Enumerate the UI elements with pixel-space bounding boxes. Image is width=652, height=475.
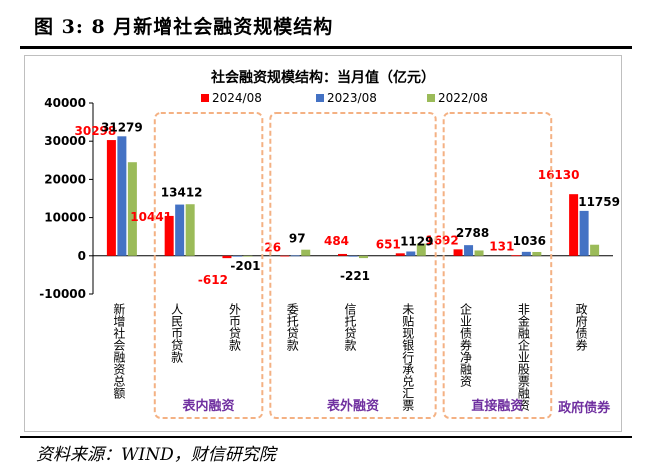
data-label-2023-08-cat6: 2788 <box>456 226 489 240</box>
data-label-2024-08-cat8: 16130 <box>538 168 580 182</box>
bar-2022-08-cat7 <box>532 251 542 256</box>
data-label-2024-08-cat2: -612 <box>198 273 228 287</box>
data-label-2024-08-cat1: 10441 <box>130 210 172 224</box>
data-label-2024-08-cat7: 131 <box>489 239 514 253</box>
bar-2024-08-cat5 <box>395 253 405 256</box>
legend-label-2024-08: 2024/08 <box>212 91 262 105</box>
legend-swatch-2022-08 <box>427 94 435 102</box>
y-tick-label: -10000 <box>39 287 86 301</box>
data-label-2024-08-cat5: 651 <box>376 237 401 251</box>
group-label-3: 政府债券 <box>558 400 611 416</box>
bar-2024-08-cat1 <box>164 215 174 256</box>
category-label-cat7: 非金融企业股票融资 <box>516 303 530 412</box>
bar-2022-08-cat4 <box>359 255 368 259</box>
bar-2022-08-cat0 <box>127 162 137 256</box>
bar-2024-08-cat4 <box>338 253 347 256</box>
bar-chart: 社会融资规模结构：当月值（亿元） 2024/08 2023/08 2022/08 -10… <box>39 69 620 419</box>
bar-2022-08-cat2 <box>243 255 253 257</box>
bar-2024-08-cat7 <box>511 255 521 257</box>
category-label-cat2: 外币贷款 <box>227 303 241 352</box>
y-tick-label: 30000 <box>44 134 86 148</box>
bar-2023-08-cat3 <box>290 255 300 257</box>
category-label-cat5: 未贴现银行承兑汇票 <box>401 303 415 411</box>
group-label-2: 直接融资 <box>471 398 523 414</box>
category-label-cat6: 企业债券净融资 <box>459 302 473 388</box>
bar-2024-08-cat3 <box>280 255 290 257</box>
data-label-2023-08-cat0: 31279 <box>101 120 143 134</box>
bar-2023-08-cat4 <box>348 255 358 257</box>
group-label-1: 表外融资 <box>326 398 379 414</box>
y-tick-label: 10000 <box>44 211 86 225</box>
figure-title: 图 3: 8 月新增社会融资规模结构 <box>34 16 334 38</box>
data-label-2024-08-cat3: 26 <box>264 241 281 255</box>
bar-2023-08-cat8 <box>579 210 589 256</box>
data-label-2023-08-cat2: -201 <box>230 259 260 273</box>
legend-swatch-2023-08 <box>316 94 324 102</box>
bar-2022-08-cat8 <box>590 244 600 256</box>
y-tick-label: 40000 <box>44 96 86 110</box>
data-label-2023-08-cat3: 97 <box>289 231 306 245</box>
bar-2023-08-cat1 <box>175 204 185 256</box>
bar-2024-08-cat2 <box>222 255 232 259</box>
y-tick-label: 20000 <box>44 172 86 186</box>
data-label-2023-08-cat4: -221 <box>340 269 370 283</box>
bar-2024-08-cat8 <box>569 194 579 256</box>
top-divider <box>20 46 632 49</box>
chart-title: 社会融资规模结构：当月值（亿元） <box>210 69 435 86</box>
data-label-2024-08-cat4: 484 <box>324 234 349 248</box>
source-note: 资料来源：WIND，财信研究院 <box>36 445 276 465</box>
bar-2022-08-cat5 <box>416 243 426 256</box>
data-label-2024-08-cat6: 1692 <box>425 233 458 247</box>
bar-2024-08-cat6 <box>453 249 463 256</box>
data-label-2023-08-cat8: 11759 <box>578 195 620 209</box>
legend-swatch-2024-08 <box>201 94 209 102</box>
chart-panel: 社会融资规模结构：当月值（亿元） 2024/08 2023/08 2022/08 -10… <box>24 55 622 432</box>
bar-2023-08-cat7 <box>521 251 531 256</box>
category-label-cat0: 新增社会融资总额 <box>112 302 126 400</box>
category-label-cat8: 政府债券 <box>574 303 588 351</box>
y-tick-label: 0 <box>78 249 86 263</box>
category-label-cat1: 人民币贷款 <box>170 303 184 364</box>
data-label-2023-08-cat1: 13412 <box>161 186 203 200</box>
group-box-0 <box>153 112 264 419</box>
bar-2022-08-cat1 <box>185 204 195 256</box>
group-label-0: 表内融资 <box>182 398 235 414</box>
bar-2023-08-cat6 <box>464 245 474 256</box>
bar-2023-08-cat2 <box>232 255 242 257</box>
category-label-cat3: 委托贷款 <box>285 303 299 352</box>
bar-2022-08-cat6 <box>474 250 484 256</box>
data-label-2023-08-cat7: 1036 <box>513 234 546 248</box>
legend-label-2022-08: 2022/08 <box>438 91 488 105</box>
category-label-cat4: 信托贷款 <box>343 303 357 352</box>
group-box-2 <box>442 112 553 419</box>
data-label-2023-08-cat5: 1129 <box>400 234 433 248</box>
bar-2024-08-cat0 <box>106 140 116 256</box>
group-box-1 <box>269 112 437 419</box>
bar-2022-08-cat3 <box>301 249 311 256</box>
bottom-divider <box>20 436 632 438</box>
bar-2023-08-cat5 <box>406 251 416 256</box>
legend-label-2023-08: 2023/08 <box>327 91 377 105</box>
data-label-2024-08-cat0: 30298 <box>75 124 117 138</box>
bar-2023-08-cat0 <box>117 136 127 256</box>
